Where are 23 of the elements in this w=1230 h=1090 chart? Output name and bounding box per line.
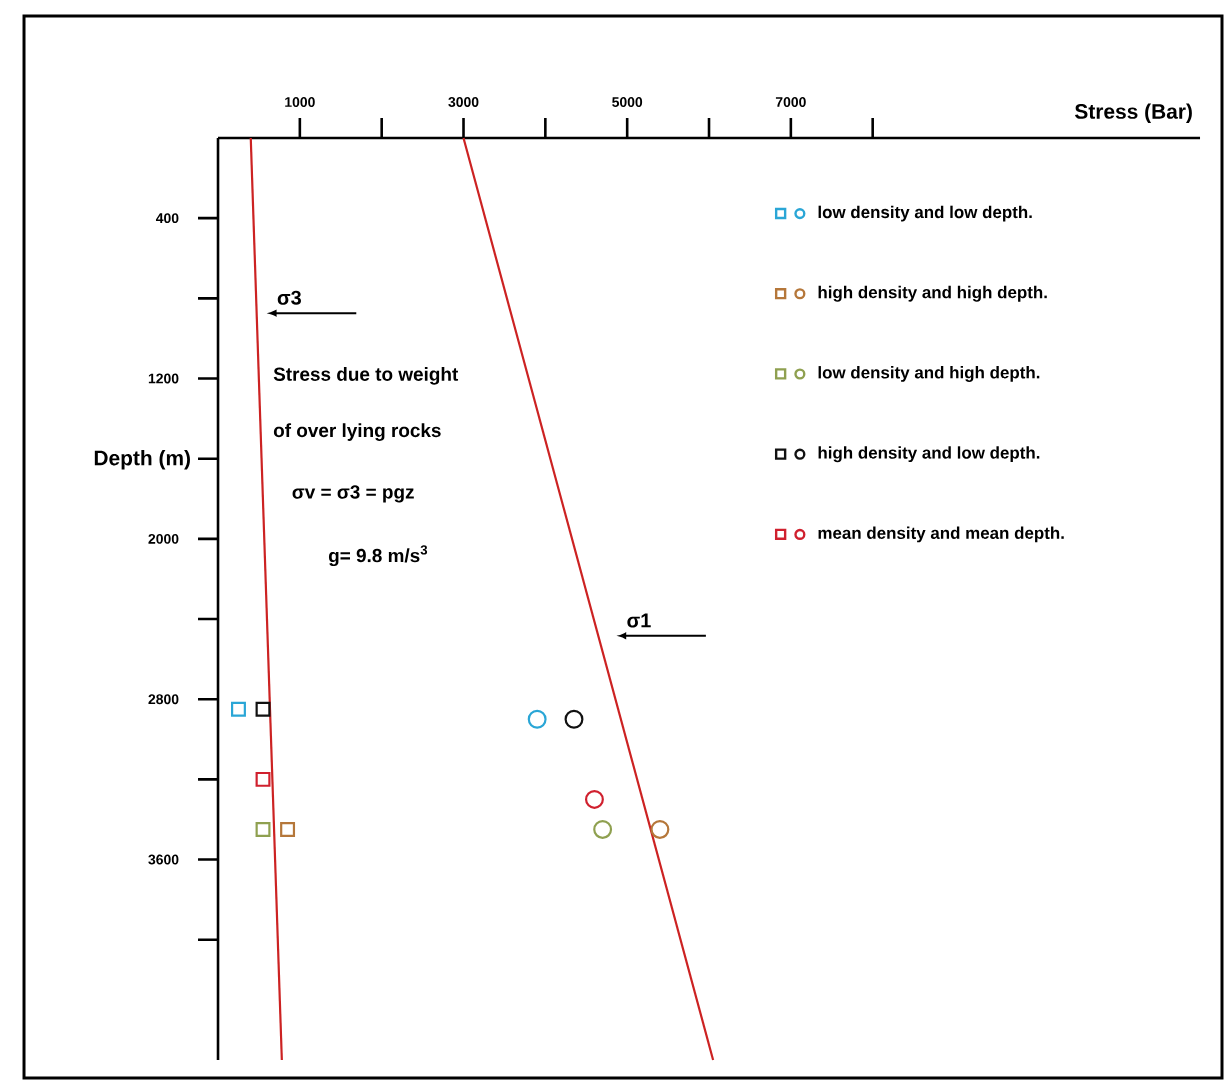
- legend-label: low density and high depth.: [818, 366, 1040, 382]
- legend-label: mean density and mean depth.: [818, 526, 1064, 543]
- point: [255, 701, 271, 717]
- series-label: σ3: [277, 290, 301, 305]
- point: [527, 709, 547, 729]
- y-axis-title: Depth (m): [94, 450, 190, 470]
- point: [280, 822, 296, 837]
- annotation: g= 9.8 m/s$^{3}$: [328, 545, 428, 567]
- point: [231, 701, 246, 717]
- annotation: Stress due to weight: [273, 366, 459, 385]
- point: [593, 820, 613, 839]
- point: [564, 709, 584, 729]
- point: [255, 822, 271, 837]
- annotation: σv = σ3 = pgz: [292, 485, 414, 503]
- legend-label: high density and high depth.: [818, 285, 1047, 302]
- legend-label: high density and low depth.: [818, 446, 1040, 463]
- annotation: of over lying rocks: [273, 423, 441, 441]
- series-label: σ1: [627, 613, 651, 628]
- x-axis-title: Stress (Bar): [1074, 103, 1192, 123]
- point: [584, 789, 604, 809]
- legend-label: low density and low depth.: [818, 205, 1032, 222]
- point: [650, 820, 670, 839]
- point: [255, 771, 271, 787]
